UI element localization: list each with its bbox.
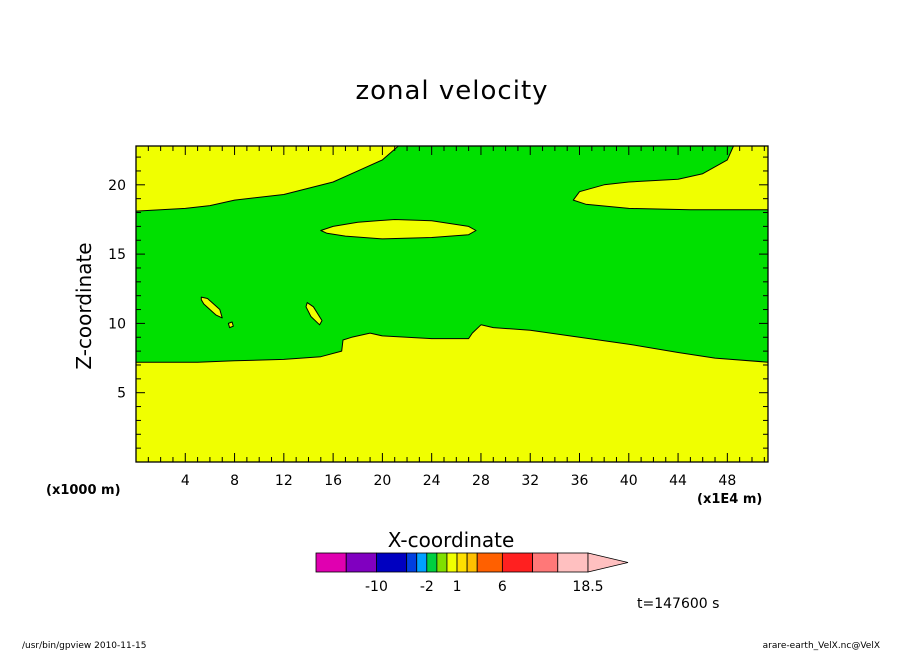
plot-frame — [135, 145, 769, 463]
x-axis-unit-right: (x1E4 m) — [697, 492, 763, 507]
y-tick-label: 10 — [108, 316, 126, 332]
colorbar-box — [406, 552, 418, 573]
contour-region-1 — [320, 219, 477, 240]
x-axis-unit-left: (x1000 m) — [46, 483, 121, 498]
colorbar-box — [532, 552, 559, 573]
colorbar-box — [315, 552, 347, 573]
y-tick-label: 5 — [117, 386, 126, 402]
x-tick-label: 8 — [230, 473, 239, 489]
x-tick-label: 40 — [620, 473, 638, 489]
colorbar-box — [345, 552, 377, 573]
time-label: t=147600 s — [637, 596, 720, 612]
colorbar-extend-arrow — [587, 552, 629, 573]
colorbar-box — [476, 552, 503, 573]
x-tick-label: 12 — [275, 473, 293, 489]
x-tick-label: 4 — [181, 473, 190, 489]
x-tick-label: 28 — [472, 473, 490, 489]
colorbar-box — [426, 552, 438, 573]
contour-fill-layer — [135, 145, 769, 462]
y-tick-label: 20 — [108, 178, 126, 194]
colorbar-box — [436, 552, 448, 573]
colorbar-tick-label: -2 — [420, 579, 434, 595]
x-tick-label: 24 — [423, 473, 441, 489]
contour-region-2 — [200, 296, 223, 319]
x-tick-label: 44 — [669, 473, 687, 489]
colorbar-box — [456, 552, 468, 573]
colorbar-box — [376, 552, 408, 573]
footer-right: arare-earth_VelX.nc@VelX — [762, 641, 880, 651]
x-tick-label: 36 — [571, 473, 589, 489]
colorbar-box — [446, 552, 458, 573]
colorbar-box — [501, 552, 533, 573]
colorbar-tick-label: 18.5 — [572, 579, 603, 595]
contour-region-3 — [305, 302, 323, 326]
colorbar-tick-label: 1 — [453, 579, 462, 595]
plot-border — [135, 145, 769, 463]
chart-title: zonal velocity — [355, 76, 549, 106]
x-tick-label: 16 — [324, 473, 342, 489]
colorbar-box — [466, 552, 478, 573]
colorbar-box — [557, 552, 589, 573]
y-tick-label: 15 — [108, 247, 126, 263]
colorbar-tick-label: 6 — [498, 579, 507, 595]
footer-left: /usr/bin/gpview 2010-11-15 — [22, 641, 147, 651]
contour-region-4 — [227, 321, 234, 329]
x-tick-label: 32 — [521, 473, 539, 489]
x-axis-label: X-coordinate — [387, 528, 515, 552]
x-tick-label: 48 — [718, 473, 736, 489]
colorbar-tick-label: -10 — [365, 579, 388, 595]
colorbar-box — [416, 552, 428, 573]
colorbar: -10 -2 1 6 18.5 — [315, 552, 629, 595]
x-tick-label: 20 — [373, 473, 391, 489]
